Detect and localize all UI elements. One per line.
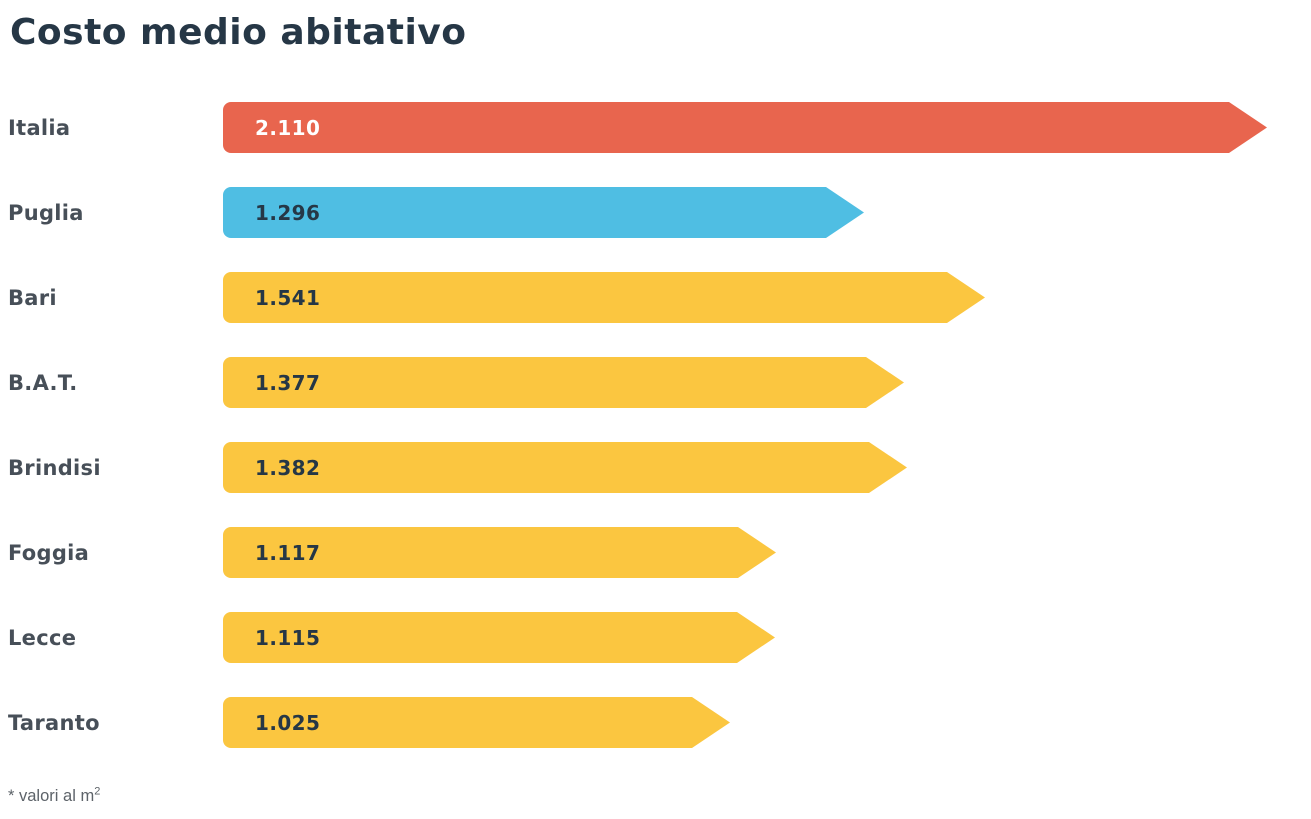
bar-value-label: 1.025 [255,710,321,735]
bar-arrow: 1.296 [223,187,864,238]
category-label: Taranto [8,710,100,735]
chart-row: Lecce 1.115 [0,612,1311,663]
category-label: Bari [8,285,57,310]
chart-row: B.A.T. 1.377 [0,357,1311,408]
category-label: Foggia [8,540,90,565]
chart-row: Italia 2.110 [0,102,1311,153]
chart-row: Puglia 1.296 [0,187,1311,238]
chart-row: Bari 1.541 [0,272,1311,323]
bar-arrow: 1.382 [223,442,907,493]
bar-arrow: 1.115 [223,612,775,663]
bar-value-label: 1.382 [255,455,321,480]
bar-arrow: 1.541 [223,272,985,323]
chart-row: Taranto 1.025 [0,697,1311,748]
bar-value-label: 1.377 [255,370,321,395]
category-label: B.A.T. [8,370,78,395]
chart-row: Brindisi 1.382 [0,442,1311,493]
bar-arrow: 2.110 [223,102,1267,153]
chart-title: Costo medio abitativo [10,12,467,53]
bar-arrow: 1.377 [223,357,904,408]
footnote-text: * valori al m [8,787,95,805]
bar-value-label: 1.115 [255,625,321,650]
chart-footnote: * valori al m2 [8,785,101,806]
bar-value-label: 1.541 [255,285,321,310]
bar-value-label: 1.117 [255,540,321,565]
footnote-superscript: 2 [94,785,101,798]
category-label: Lecce [8,625,77,650]
bar-value-label: 2.110 [255,115,321,140]
bar-arrow: 1.025 [223,697,730,748]
bar-arrow: 1.117 [223,527,776,578]
chart-row: Foggia 1.117 [0,527,1311,578]
bar-chart: Italia 2.110 Puglia 1.296 Bari 1.541 B.A… [0,102,1311,782]
category-label: Italia [8,115,71,140]
category-label: Puglia [8,200,84,225]
bar-value-label: 1.296 [255,200,321,225]
category-label: Brindisi [8,455,101,480]
